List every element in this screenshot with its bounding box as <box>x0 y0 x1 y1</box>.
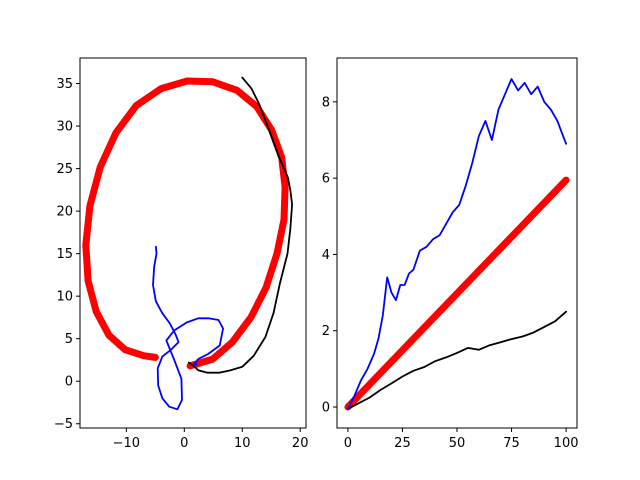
left-axes-frame <box>79 57 307 429</box>
left-y-tick-label: 30 <box>56 120 73 135</box>
left-y-tick-label: 0 <box>65 375 73 390</box>
left-series-1-line <box>187 76 294 374</box>
left-x-tick-label: 0 <box>180 436 188 451</box>
right-series-1-line <box>346 310 567 410</box>
left-y-tick-label: 10 <box>56 290 73 305</box>
right-x-tick-label: 25 <box>394 436 411 451</box>
left-y-tick-label: 15 <box>56 247 73 262</box>
right-x-tick-label: 100 <box>554 436 579 451</box>
right-y-tick-label: 4 <box>322 248 330 263</box>
left-y-tick-label: −5 <box>54 417 73 432</box>
left-x-tick-label: −10 <box>113 436 140 451</box>
right-y-tick-label: 6 <box>322 172 330 187</box>
right-x-tick-label: 50 <box>449 436 466 451</box>
right-y-tick-label: 2 <box>322 324 330 339</box>
right-chart-panel: 0 25 50 75 100 0 2 4 6 8 <box>322 57 579 451</box>
right-series-0-line <box>344 176 570 411</box>
left-x-tick-label: 20 <box>292 436 309 451</box>
left-y-tick-label: 35 <box>56 77 73 92</box>
left-x-tick-label: 10 <box>234 436 251 451</box>
left-series-2-line <box>152 245 225 411</box>
right-y-tick-label: 0 <box>322 401 330 416</box>
left-y-tick-label: 5 <box>65 332 73 347</box>
right-x-tick-label: 0 <box>344 436 352 451</box>
left-y-tick-label: 20 <box>56 205 73 220</box>
right-series-2-line <box>346 78 567 410</box>
left-chart-panel: −10 0 10 20 −5 0 5 10 15 20 25 30 35 <box>54 57 309 451</box>
left-series-0-line <box>82 77 289 370</box>
left-y-tick-label: 25 <box>56 162 73 177</box>
right-y-tick-label: 8 <box>322 95 330 110</box>
right-x-tick-label: 75 <box>503 436 520 451</box>
